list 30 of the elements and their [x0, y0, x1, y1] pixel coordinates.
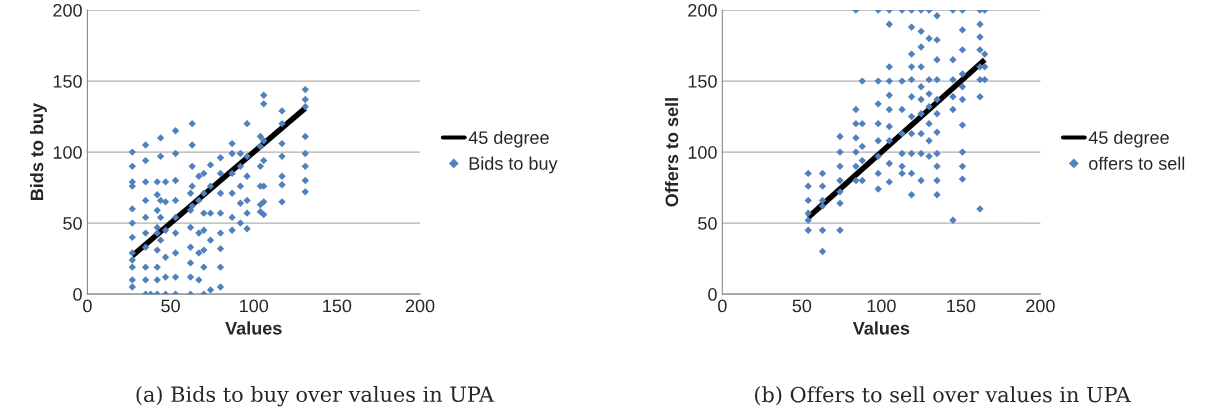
- x-tick-label: 200: [405, 299, 435, 313]
- x-tick-label: 150: [323, 299, 352, 313]
- x-tick-label: 150: [947, 299, 976, 313]
- y-tick-label: 0: [708, 288, 717, 301]
- y-tick-label: 200: [688, 3, 717, 17]
- y-tick-label: 100: [688, 146, 717, 159]
- y-tick-label: 150: [53, 75, 82, 88]
- y-tick-label: 100: [53, 146, 82, 159]
- text: (b) Offers to sell over values in UPA: [755, 386, 1131, 406]
- x-tick-label: 0: [718, 299, 727, 313]
- y-tick-label: 200: [53, 3, 82, 17]
- x-tick-label: 100: [240, 299, 269, 313]
- x-tick-label: 0: [83, 299, 92, 313]
- y-tick-label: 150: [688, 75, 717, 88]
- y-tick-label: 50: [698, 217, 717, 230]
- legend-label: 45 degree: [468, 130, 549, 148]
- text: (a) Bids to buy over values in UPA: [136, 385, 495, 407]
- y-tick-label: 50: [63, 217, 82, 230]
- y-tick-label: 0: [73, 288, 82, 301]
- legend-label: offers to sell: [1089, 156, 1185, 170]
- x-tick-label: 50: [161, 299, 180, 313]
- legend-label: Bids to buy: [469, 156, 558, 174]
- legend-label: 45 degree: [1088, 130, 1169, 148]
- x-axis-title: Values: [225, 321, 282, 335]
- x-axis-title: Values: [852, 321, 910, 335]
- x-tick-label: 100: [867, 299, 896, 313]
- y-axis-title: Bids to buy: [30, 103, 47, 201]
- x-tick-label: 200: [1026, 299, 1055, 313]
- x-tick-label: 50: [792, 299, 812, 313]
- y-axis-title: Offers to sell: [664, 98, 679, 207]
